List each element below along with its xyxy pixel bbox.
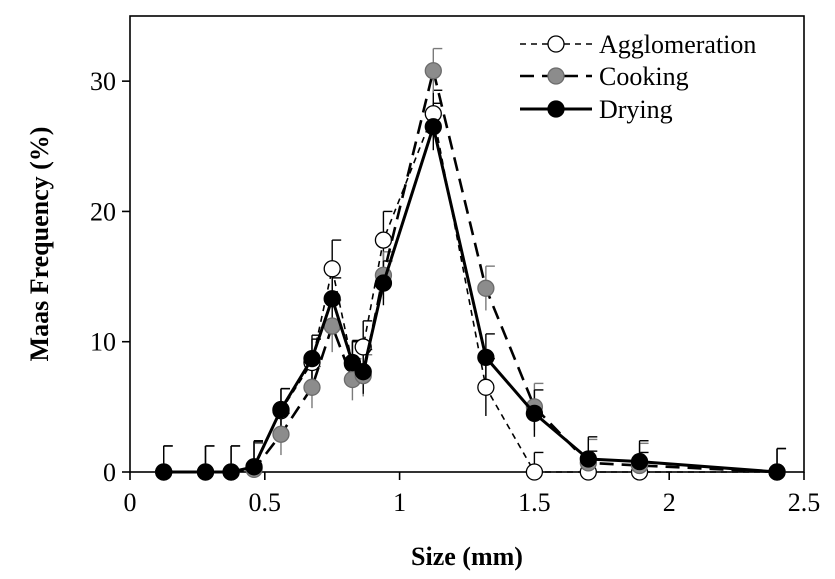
legend-label: Drying (599, 95, 673, 124)
data-point (196, 463, 215, 481)
x-axis-title: Size (mm) (411, 542, 523, 571)
data-point (374, 231, 393, 249)
x-tick-label: 1 (393, 488, 406, 517)
x-tick-label: 0 (124, 488, 137, 517)
x-tick-label: 0.5 (249, 488, 282, 517)
y-tick-label: 20 (90, 197, 116, 226)
data-point (323, 290, 341, 308)
data-point (477, 279, 495, 297)
series-drying (155, 118, 786, 481)
data-point (579, 450, 597, 468)
series-line (163, 125, 778, 474)
y-tick-label: 30 (90, 67, 116, 96)
data-point (303, 378, 321, 396)
data-point (155, 463, 173, 481)
data-point (374, 274, 393, 292)
x-tick-label: 2.5 (788, 488, 821, 517)
data-point (525, 463, 544, 481)
legend-item-cooking: Cooking (520, 62, 689, 91)
data-point (272, 425, 290, 443)
x-axis: 0 0.5 1 1.5 2 2.5 (124, 472, 821, 517)
data-point (424, 118, 442, 136)
data-point (354, 363, 372, 381)
legend-marker (547, 100, 565, 118)
plot-frame (129, 15, 805, 473)
y-axis: 0 10 20 30 (90, 67, 130, 487)
data-point (525, 404, 544, 423)
data-point (222, 463, 240, 481)
data-point (323, 260, 341, 278)
series-cooking-errorbars (162, 47, 787, 472)
y-axis-title: Maas Frequency (%) (25, 127, 54, 362)
data-point (477, 378, 495, 396)
x-tick-label: 2 (663, 488, 676, 517)
series-drying-errorbars (162, 102, 787, 472)
legend-item-agglomeration: Agglomeration (520, 30, 756, 59)
data-point (424, 62, 442, 80)
legend-item-drying: Drying (520, 95, 673, 124)
series-cooking (155, 62, 786, 481)
y-tick-label: 10 (90, 328, 116, 357)
data-point (303, 350, 321, 368)
legend: Agglomeration Cooking Drying (520, 30, 756, 124)
data-point (630, 452, 649, 471)
data-point (272, 400, 290, 419)
data-point (477, 348, 495, 366)
data-point (768, 463, 786, 481)
series-agglomeration-errorbars (162, 89, 787, 472)
legend-marker (547, 35, 565, 53)
legend-label: Cooking (599, 62, 689, 91)
x-tick-label: 1.5 (518, 488, 551, 517)
data-point (245, 458, 263, 476)
y-tick-label: 0 (103, 458, 116, 487)
series-layer (155, 47, 787, 481)
legend-marker (547, 67, 565, 85)
legend-label: Agglomeration (599, 30, 756, 59)
series-line (163, 69, 778, 474)
